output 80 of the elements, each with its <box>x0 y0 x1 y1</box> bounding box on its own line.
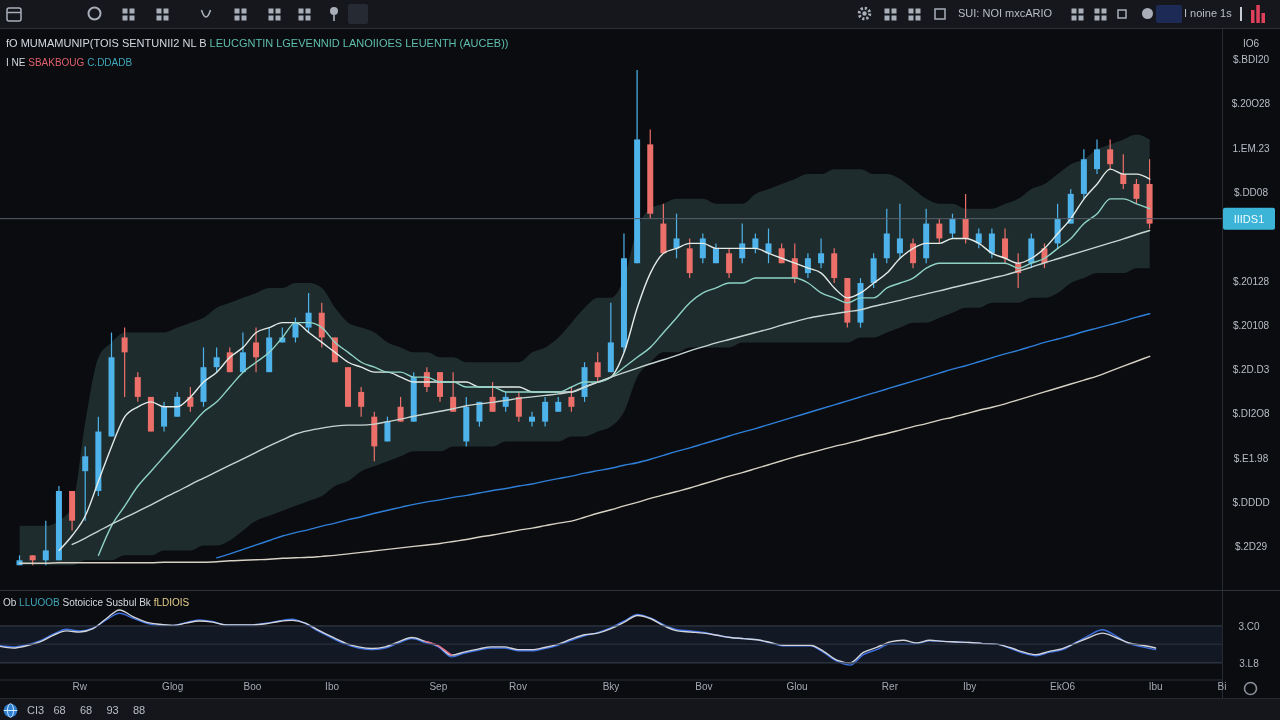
candlestick <box>161 401 168 433</box>
candlestick <box>1107 138 1114 170</box>
text: IO6 <box>1241 38 1261 50</box>
candlestick <box>699 232 706 264</box>
x-tick-label: Bky <box>602 681 620 693</box>
candlestick <box>384 416 391 443</box>
candlestick <box>988 227 995 259</box>
candlestick <box>305 292 312 334</box>
candlestick <box>515 391 522 423</box>
chart-title: fO MUMAMUNIP(TOIS SENTUNII2 NL B LEUCGNTIN LGEVENNID LANOIIOES LEUENTH (AUCEB)) <box>6 37 509 49</box>
candlestick <box>910 237 917 269</box>
text: $.DD08 <box>1233 186 1269 199</box>
text: $.2D.D3 <box>1231 364 1271 377</box>
candlestick <box>542 396 549 428</box>
text: 68 <box>53 704 66 716</box>
candlestick <box>739 223 746 264</box>
candlestick <box>239 331 246 373</box>
x-tick-label: Sep <box>429 681 448 693</box>
text: SUI: NOI mxcARIO <box>958 7 1053 19</box>
text: $.BDI20 <box>1231 54 1271 66</box>
candlestick <box>568 386 575 413</box>
text: $.20128 <box>1231 275 1271 288</box>
candlestick <box>1002 227 1009 264</box>
candlestick <box>82 445 89 522</box>
candlestick <box>962 193 969 244</box>
candlestick <box>528 411 535 428</box>
text: CI3 <box>27 704 45 716</box>
candlestick <box>765 227 772 264</box>
candlestick <box>936 218 943 244</box>
x-tick-label: Ibu <box>1148 681 1163 693</box>
ref-line-label: 3.C0 <box>1238 620 1260 632</box>
candlestick <box>594 351 601 383</box>
text: 93 <box>106 704 119 716</box>
text: $.E1.98 <box>1232 452 1270 465</box>
x-tick-label: Boo <box>243 681 262 693</box>
x-tick-label: Iby <box>962 681 977 693</box>
text: $.DDDD <box>1231 497 1271 509</box>
x-tick-label: Ibo <box>325 681 340 693</box>
chart-title: Ob LLUOOB Sotoicice Susbul Bk fLDIOIS <box>3 597 190 608</box>
x-tick-label: Bi <box>1217 681 1227 693</box>
ref-line-label: 3.L8 <box>1239 657 1260 669</box>
candlestick <box>253 326 260 373</box>
text: $.2D29 <box>1233 541 1269 554</box>
x-tick-label: EkO6 <box>1050 681 1076 693</box>
text: $.20O28 <box>1230 98 1272 111</box>
candlestick <box>121 326 128 398</box>
candlestick <box>791 242 798 284</box>
candlestick <box>752 232 759 254</box>
x-tick-label: Rov <box>509 681 527 693</box>
candlestick <box>42 520 49 566</box>
candlestick <box>134 371 141 403</box>
candlestick <box>489 381 496 413</box>
candlestick <box>949 213 956 240</box>
x-tick-label: Glog <box>162 681 184 693</box>
candlestick <box>397 396 404 423</box>
candlestick <box>174 391 181 418</box>
text: $.DI2O8 <box>1231 408 1271 421</box>
text: 68 <box>80 704 93 716</box>
text: I noine 1s <box>1184 7 1232 19</box>
candlestick <box>1094 138 1101 175</box>
x-tick-label: Glou <box>786 681 808 693</box>
ref-line-label: IIIDS1 <box>1233 212 1265 225</box>
candlestick <box>804 252 811 279</box>
candlestick <box>896 203 903 259</box>
candlestick <box>187 386 194 413</box>
candlestick <box>726 247 733 279</box>
chart-subtitle: I NE SBAKBOUG C.DDADB <box>6 57 133 68</box>
candlestick <box>673 213 680 259</box>
text: $.20108 <box>1231 319 1271 332</box>
text: 88 <box>133 704 146 716</box>
candlestick <box>1133 178 1140 205</box>
candlestick <box>450 371 457 413</box>
x-tick-label: Rer <box>881 681 899 693</box>
text: 1.EM.23 <box>1231 142 1271 155</box>
x-tick-label: Rw <box>72 681 88 693</box>
candlestick <box>358 386 365 418</box>
candlestick <box>818 237 825 269</box>
candlestick <box>1120 153 1127 190</box>
candlestick <box>213 346 220 373</box>
x-tick-label: Bov <box>695 681 713 693</box>
